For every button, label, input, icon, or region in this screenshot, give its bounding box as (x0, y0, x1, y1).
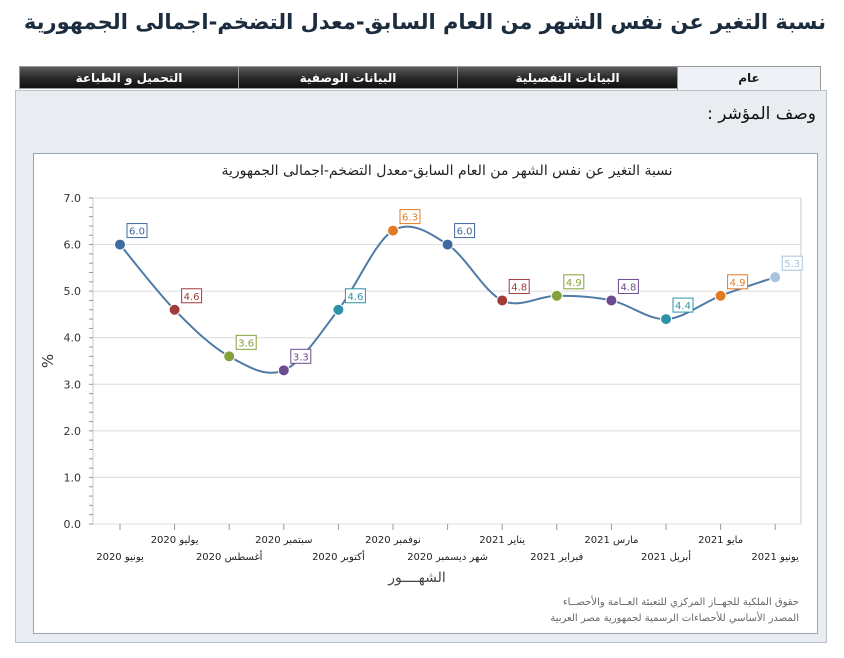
y-tick-label: 6.0 (64, 239, 82, 252)
data-label: 4.6 (184, 292, 200, 303)
tab-general[interactable]: عام (677, 66, 821, 92)
data-label: 4.9 (566, 278, 582, 289)
indicator-description-label: وصف المؤشر : (707, 104, 816, 124)
data-label: 5.3 (784, 259, 800, 270)
x-tick-label: شهر ديسمبر 2020 (407, 552, 488, 563)
x-tick-label: يونيو 2020 (96, 552, 144, 563)
data-label-box (290, 348, 312, 364)
data-label-box (126, 223, 148, 239)
data-label: 4.8 (620, 282, 636, 293)
data-label: 3.3 (293, 352, 309, 363)
x-tick-label: سبتمبر 2020 (255, 535, 312, 546)
x-tick-label: أبريل 2021 (641, 550, 691, 563)
copyright-text: حقوق الملكية للجهــاز المركزي للتعبئة ال… (562, 597, 799, 608)
data-label: 4.4 (675, 301, 691, 312)
data-point (769, 271, 782, 284)
y-tick-label: 1.0 (64, 471, 82, 484)
x-tick-label: أغسطس 2020 (196, 550, 263, 563)
data-point (496, 294, 509, 307)
x-tick-label: نوفمبر 2020 (365, 535, 421, 546)
data-label: 4.9 (730, 278, 746, 289)
tab-download-print[interactable]: التحميل و الطباعة (19, 66, 239, 89)
data-label-box (781, 255, 803, 271)
tab-bar: التحميل و الطباعة البيانات الوصفية البيا… (19, 66, 821, 92)
data-label: 4.6 (347, 292, 363, 303)
data-point (550, 289, 563, 302)
x-tick-label: مايو 2021 (698, 535, 743, 546)
x-tick-label: أكتوبر 2020 (312, 550, 365, 563)
data-label: 6.3 (402, 213, 418, 224)
x-tick-label: يناير 2021 (479, 535, 525, 546)
data-label-box (508, 278, 530, 294)
tab-descriptive-data[interactable]: البيانات الوصفية (238, 66, 458, 89)
y-tick-label: 5.0 (64, 285, 82, 298)
y-tick-label: 3.0 (64, 378, 82, 391)
chart-title: نسبة التغير عن نفس الشهر من العام السابق… (221, 163, 672, 179)
data-point (277, 364, 290, 377)
data-label-box (727, 274, 749, 290)
data-label-box (672, 297, 694, 313)
data-point (223, 350, 236, 363)
y-tick-label: 2.0 (64, 425, 82, 438)
y-tick-label: 7.0 (64, 192, 82, 205)
data-label: 6.0 (457, 227, 473, 238)
page-title: نسبة التغير عن نفس الشهر من العام السابق… (23, 10, 826, 34)
x-axis-label: الشهــــور (387, 570, 446, 586)
data-label-box (344, 288, 366, 304)
x-tick-label: يونيو 2021 (751, 552, 799, 563)
x-tick-label: مارس 2021 (584, 535, 638, 546)
data-point (441, 238, 454, 251)
data-label-box (399, 209, 421, 225)
data-label-box (617, 278, 639, 294)
data-point (714, 289, 727, 302)
data-point (660, 313, 672, 326)
data-point (387, 224, 399, 237)
data-label-box (235, 334, 257, 350)
data-label: 6.0 (129, 227, 145, 238)
data-point (605, 294, 618, 307)
data-label-box (454, 223, 476, 239)
source-text: المصدر الأساسي للأحصاءات الرسمية لجمهوري… (550, 613, 799, 624)
x-tick-label: فبراير 2021 (530, 552, 583, 563)
y-tick-label: 0.0 (64, 518, 82, 531)
data-point (332, 303, 345, 316)
y-tick-label: 4.0 (64, 332, 82, 345)
x-tick-label: يوليو 2020 (151, 535, 199, 546)
data-label-box (563, 274, 585, 290)
data-point (168, 303, 181, 316)
data-label-box (181, 288, 203, 304)
y-axis-label: % (39, 354, 57, 368)
data-label: 4.8 (511, 282, 527, 293)
data-point (114, 238, 126, 251)
line-chart: نسبة التغير عن نفس الشهر من العام السابق… (39, 163, 803, 586)
tab-detailed-data[interactable]: البيانات التفصيلية (457, 66, 678, 89)
data-label: 3.6 (238, 338, 254, 349)
